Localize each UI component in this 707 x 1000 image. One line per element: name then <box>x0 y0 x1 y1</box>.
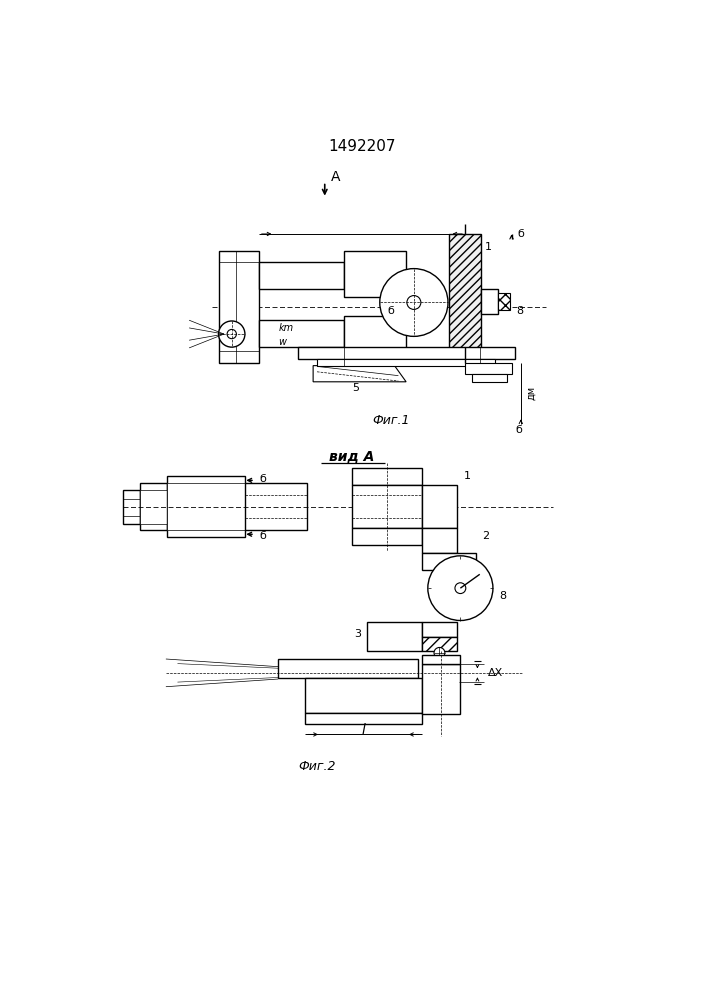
Bar <box>305 678 421 713</box>
Text: w: w <box>278 337 286 347</box>
Bar <box>421 485 457 528</box>
Text: Фиг.2: Фиг.2 <box>298 760 336 773</box>
Bar <box>168 476 245 537</box>
Bar <box>352 485 421 528</box>
Text: 8: 8 <box>499 591 506 601</box>
Bar <box>344 251 406 297</box>
Circle shape <box>434 647 445 658</box>
Circle shape <box>428 556 493 620</box>
Bar <box>421 664 460 714</box>
Text: А: А <box>331 170 341 184</box>
Text: 8: 8 <box>516 306 523 316</box>
Bar <box>123 490 140 524</box>
Bar <box>279 659 418 678</box>
Circle shape <box>218 321 245 347</box>
Bar <box>465 363 512 374</box>
Text: б: б <box>518 229 525 239</box>
Circle shape <box>407 296 421 309</box>
Text: б: б <box>516 425 522 435</box>
Bar <box>298 347 515 359</box>
Bar <box>259 262 344 289</box>
Bar <box>498 293 510 310</box>
Bar <box>352 468 421 485</box>
Bar <box>305 713 421 724</box>
Bar <box>421 622 457 637</box>
Text: дм: дм <box>526 386 536 400</box>
Polygon shape <box>313 366 406 382</box>
Text: 1492207: 1492207 <box>328 139 396 154</box>
Bar <box>421 637 457 651</box>
Bar <box>140 490 168 524</box>
Text: l: l <box>361 723 366 737</box>
Circle shape <box>227 329 236 339</box>
Bar <box>259 320 344 347</box>
Text: 1: 1 <box>464 471 472 481</box>
Bar <box>317 359 495 366</box>
Bar <box>421 655 460 664</box>
Bar <box>352 528 421 545</box>
Circle shape <box>455 583 466 594</box>
Bar <box>168 483 245 530</box>
Text: 2: 2 <box>482 531 489 541</box>
Text: ΔX: ΔX <box>489 668 503 678</box>
Text: б: б <box>259 474 266 484</box>
Circle shape <box>380 269 448 336</box>
Bar <box>368 622 421 651</box>
Text: б: б <box>387 306 394 316</box>
Text: 5: 5 <box>352 383 359 393</box>
Text: 1: 1 <box>485 242 492 252</box>
Text: km: km <box>279 323 293 333</box>
Bar <box>449 234 481 359</box>
Text: Фиг.1: Фиг.1 <box>372 414 409 427</box>
Bar <box>421 553 476 570</box>
Bar <box>472 374 507 382</box>
Bar <box>344 316 406 363</box>
Bar <box>421 528 457 553</box>
Text: б: б <box>259 531 266 541</box>
Bar <box>481 289 498 314</box>
Bar <box>245 483 307 530</box>
Text: вид А: вид А <box>329 449 375 463</box>
Bar <box>218 251 259 363</box>
Text: 3: 3 <box>354 629 361 639</box>
Bar <box>140 483 168 530</box>
